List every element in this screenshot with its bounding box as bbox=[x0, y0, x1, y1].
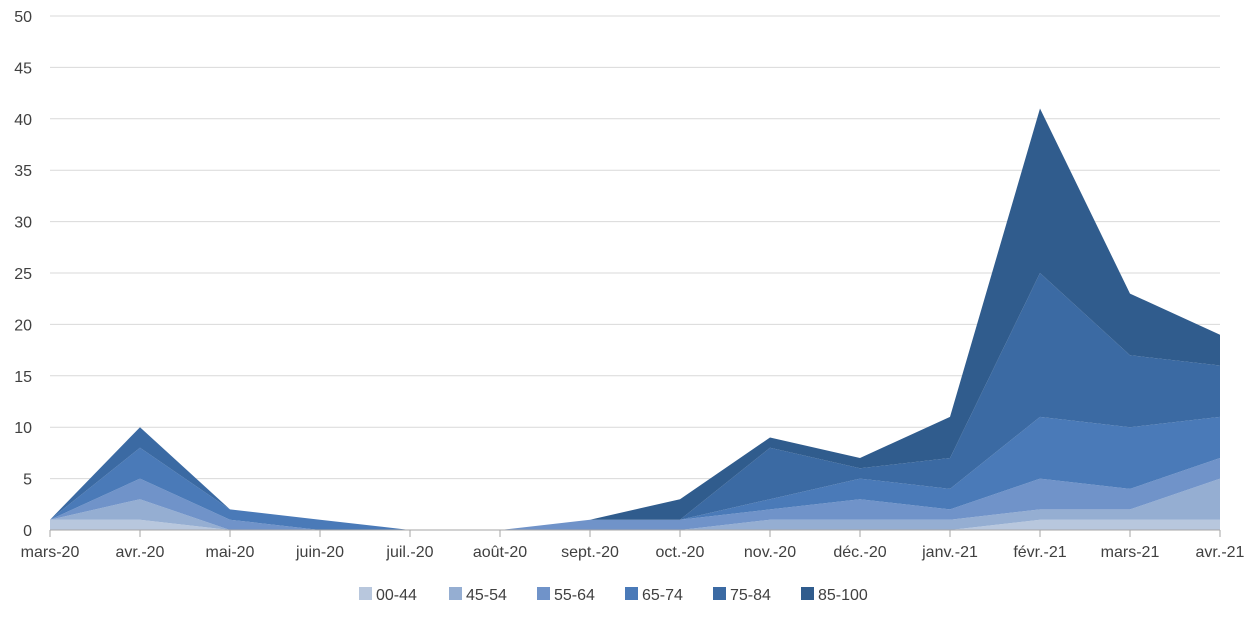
x-tick-label: juil.-20 bbox=[385, 544, 433, 561]
axes: 0 5 10 15 20 25 30 35 40 45 50 mars-20 avr.-20 mai-20… bbox=[14, 9, 1244, 561]
y-tick-label: 10 bbox=[14, 420, 32, 437]
y-tick-label: 40 bbox=[14, 112, 32, 129]
area-series-00-44 bbox=[50, 519, 1220, 530]
legend-swatch bbox=[359, 587, 372, 600]
gridlines bbox=[50, 15, 1220, 480]
x-tick-label: sept.-20 bbox=[561, 544, 619, 561]
legend-item-75-84: 75-84 bbox=[713, 587, 771, 604]
y-tick-label: 45 bbox=[14, 60, 32, 77]
legend-item-45-54: 45-54 bbox=[449, 587, 507, 604]
area-series-65-74 bbox=[50, 416, 1220, 530]
y-tick-label: 5 bbox=[23, 472, 32, 489]
legend-item-65-74: 65-74 bbox=[625, 587, 683, 604]
legend-label: 45-54 bbox=[466, 587, 507, 604]
y-tick-label: 30 bbox=[14, 215, 32, 232]
area-series bbox=[50, 108, 1220, 530]
legend-swatch bbox=[801, 587, 814, 600]
y-tick-label: 25 bbox=[14, 266, 32, 283]
x-tick-label: mai-20 bbox=[206, 544, 255, 561]
legend-label: 85-100 bbox=[818, 587, 868, 604]
x-tick-label: août-20 bbox=[473, 544, 527, 561]
legend-label: 75-84 bbox=[730, 587, 771, 604]
legend-item-55-64: 55-64 bbox=[537, 587, 595, 604]
legend: 00-44 45-54 55-64 65-74 75-84 85-100 bbox=[359, 587, 868, 604]
x-tick-label: mars-20 bbox=[21, 544, 80, 561]
legend-label: 65-74 bbox=[642, 587, 683, 604]
legend-swatch bbox=[449, 587, 462, 600]
y-tick-label: 50 bbox=[14, 9, 32, 26]
area-series-85-100 bbox=[50, 108, 1220, 530]
x-tick-label: avr.-20 bbox=[116, 544, 165, 561]
legend-item-85-100: 85-100 bbox=[801, 587, 868, 604]
y-tick-label: 0 bbox=[23, 523, 32, 540]
legend-swatch bbox=[625, 587, 638, 600]
y-tick-label: 15 bbox=[14, 369, 32, 386]
legend-label: 00-44 bbox=[376, 587, 417, 604]
x-tick-label: mars-21 bbox=[1101, 544, 1160, 561]
x-tick-label: nov.-20 bbox=[744, 544, 796, 561]
x-tick-label: déc.-20 bbox=[833, 544, 886, 561]
y-tick-label: 20 bbox=[14, 317, 32, 334]
legend-swatch bbox=[713, 587, 726, 600]
x-tick-label: févr.-21 bbox=[1013, 544, 1066, 561]
y-tick-label: 35 bbox=[14, 163, 32, 180]
area-series-75-84 bbox=[50, 273, 1220, 530]
legend-swatch bbox=[537, 587, 550, 600]
x-tick-label: juin-20 bbox=[295, 544, 344, 561]
legend-label: 55-64 bbox=[554, 587, 595, 604]
x-tick-label: avr.-21 bbox=[1196, 544, 1245, 561]
x-tick-label: janv.-21 bbox=[921, 544, 978, 561]
x-tick-label: oct.-20 bbox=[656, 544, 705, 561]
legend-item-00-44: 00-44 bbox=[359, 587, 417, 604]
area-series-55-64 bbox=[50, 458, 1220, 530]
